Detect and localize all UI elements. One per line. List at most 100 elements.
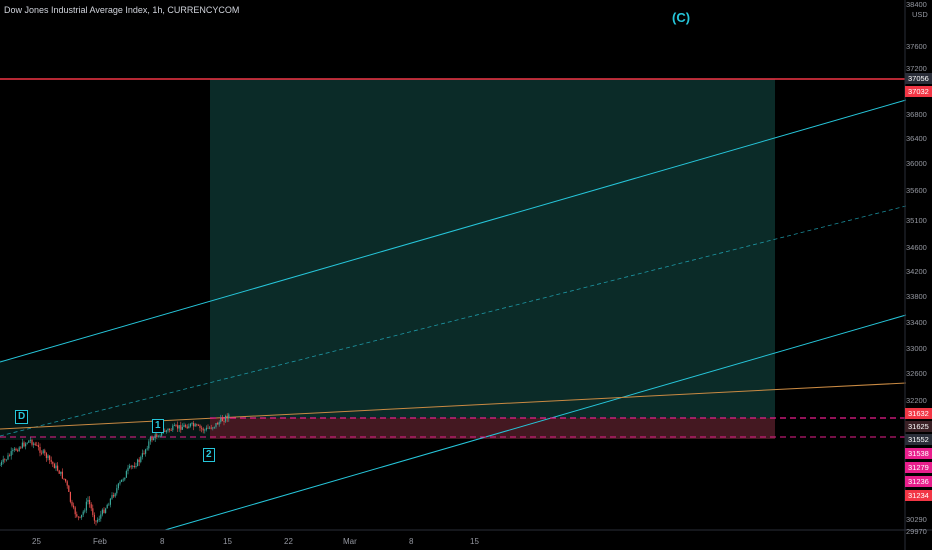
candle-body [223,421,225,422]
price-tick: 37600 [906,42,927,51]
candle-body [151,437,153,441]
candle-body [116,488,118,494]
price-tick: 36400 [906,134,927,143]
price-tag: 31234 [905,490,932,501]
candle-body [210,427,212,429]
candle-body [21,442,23,448]
candle-body [82,511,84,515]
candle-body [12,449,14,452]
candle-body [7,455,9,460]
candle-body [213,426,215,428]
candle-body [180,425,182,430]
candle-body [202,428,204,431]
price-tick: 35600 [906,186,927,195]
candle-body [60,471,62,474]
wave-label-1[interactable]: 1 [152,419,164,433]
candle-body [5,459,7,461]
candle-body [37,445,39,448]
candle-body [69,491,71,502]
candle-body [221,418,223,422]
price-tick: 35100 [906,216,927,225]
candle-body [226,415,228,419]
wave-label-c[interactable]: (C) [672,10,691,25]
channel-mid-dashed-line [0,205,907,437]
wave-label-d[interactable]: D [15,410,29,424]
candle-body [63,478,65,480]
candle-body [161,430,163,436]
candle-body [87,499,89,502]
candle-body [117,483,119,489]
price-tag: 31279 [905,462,932,473]
candle-body [207,427,209,429]
candle-body [74,507,76,515]
candle-body [141,453,143,458]
candle-body [154,434,156,439]
candle-body [153,438,155,441]
candle-body [52,461,54,464]
candle-body [106,504,108,509]
candle-body [193,423,195,427]
candle-body [105,508,107,513]
time-tick: 8 [160,537,165,546]
price-tag: 31625 [905,421,932,432]
wave-label-2[interactable]: 2 [203,448,215,462]
price-axis-top-cut-value: 38400 [906,0,927,9]
candle-body [145,449,147,454]
candle-body [47,455,49,459]
candle-body [103,509,105,513]
candle-body [132,465,134,467]
price-tick: 32600 [906,369,927,378]
candle-body [121,479,123,482]
candle-body [17,450,19,452]
candle-body [156,434,158,437]
candle-body [1,461,3,465]
candle-body [157,436,159,438]
candle-body [191,423,193,424]
candle-body [33,443,35,445]
price-tag: 31552 [905,434,932,445]
candle-body [212,427,214,429]
candle-body [18,447,20,452]
candle-body [26,442,28,444]
risk-zone-red [210,418,775,439]
time-tick: 15 [470,537,479,546]
candle-body [129,465,131,468]
candle-body [34,443,36,445]
candle-body [61,471,63,479]
shaded-left-zone [0,360,210,440]
orange-trendline [0,382,907,430]
candle-body [2,459,4,462]
currency-label: USD [912,10,928,19]
candle-body [148,441,150,449]
candle-body [164,430,166,432]
candle-body [173,425,175,427]
candle-body [76,514,78,517]
time-tick: 15 [223,537,232,546]
price-tag: 31538 [905,448,932,459]
candle-body [95,520,97,522]
candle-body [146,448,148,450]
candle-body [81,514,83,518]
candle-body [84,510,86,512]
candle-body [20,447,22,449]
price-tick: 33000 [906,344,927,353]
candle-body [209,427,211,429]
candle-body [201,427,203,429]
candle-body [45,453,47,459]
candle-body [29,439,31,441]
candle-body [196,424,198,426]
candle-body [188,426,190,429]
candlestick-series [0,412,230,526]
candle-body [23,442,25,447]
candle-body [9,455,11,457]
candle-body [228,414,230,419]
candle-body [133,465,135,467]
target-zone-green [210,79,775,439]
symbol-title[interactable]: Dow Jones Industrial Average Index, 1h, … [4,5,240,15]
candle-body [167,429,169,431]
candle-body [13,448,15,450]
candle-body [31,439,33,445]
candle-body [149,437,151,442]
time-tick: Mar [343,537,357,546]
